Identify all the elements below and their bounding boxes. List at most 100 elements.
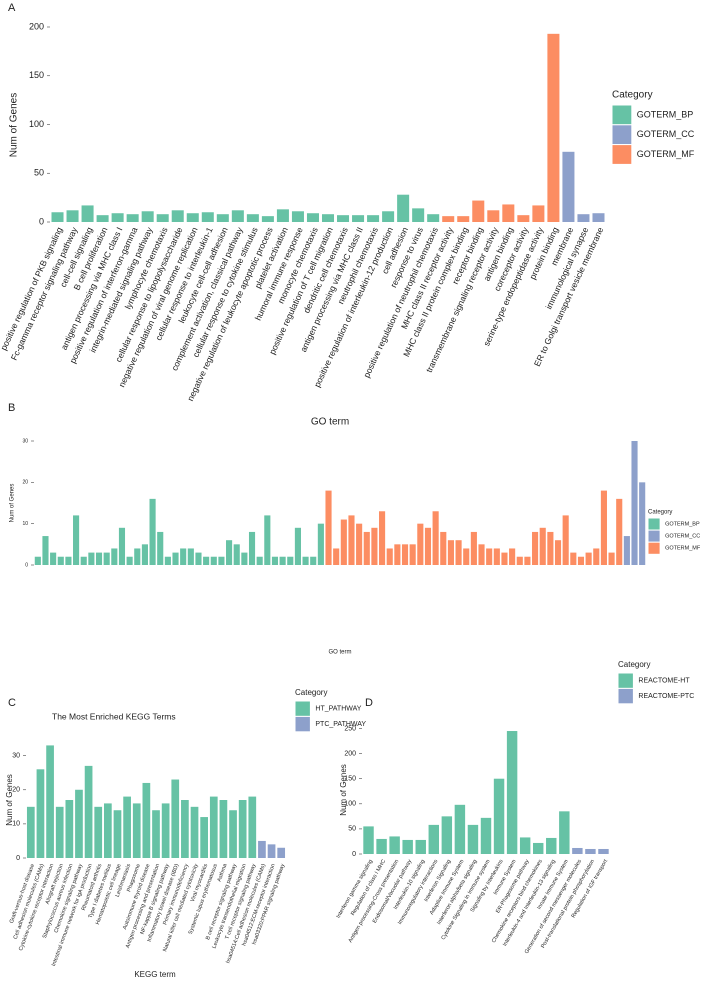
bar: [442, 216, 455, 222]
bar: [501, 552, 508, 565]
bar: [310, 556, 317, 565]
bar: [51, 212, 64, 222]
bar: [516, 556, 523, 565]
bar: [539, 527, 546, 565]
bar: [559, 811, 570, 854]
bar: [57, 556, 64, 565]
bar: [81, 205, 94, 222]
bar: [493, 778, 505, 854]
y-tick-label: 0: [16, 855, 20, 862]
bar: [187, 548, 194, 565]
bar: [294, 527, 301, 565]
bar: [66, 210, 79, 222]
bar: [585, 848, 596, 854]
bar: [608, 552, 615, 565]
legend-label: PTC_PATHWAY: [315, 721, 366, 728]
bar: [441, 816, 453, 854]
bar: [26, 806, 35, 858]
bar: [96, 215, 109, 222]
legend-label: HT_PATHWAY: [315, 706, 361, 713]
bar: [363, 531, 370, 565]
y-tick-label: 200: [344, 750, 356, 757]
legend-key: [611, 104, 633, 126]
bar: [371, 527, 378, 565]
bar: [34, 556, 41, 565]
bar: [256, 556, 263, 565]
legend-key: [647, 529, 661, 543]
bar: [161, 803, 170, 858]
y-tick-label: 10: [12, 821, 20, 828]
bar: [104, 803, 112, 858]
legend-label: REACTOME-PTC: [638, 693, 694, 700]
legend-key: [647, 517, 661, 531]
bar: [352, 215, 365, 222]
bar: [486, 548, 493, 565]
bar: [409, 544, 416, 565]
bar: [42, 536, 49, 565]
bar: [470, 531, 477, 565]
panel-label: A: [8, 2, 16, 14]
bar: [367, 215, 380, 222]
bar: [397, 194, 410, 222]
y-tick-label: 10: [22, 521, 28, 527]
bar: [264, 515, 271, 565]
x-axis-label: GO term: [311, 417, 349, 428]
y-tick-label: 0: [39, 216, 44, 226]
bar: [562, 151, 575, 222]
bar: [123, 796, 131, 858]
bar: [73, 515, 80, 565]
bar: [200, 817, 208, 858]
bar: [317, 523, 324, 565]
bar: [103, 552, 110, 565]
y-tick-label: 20: [22, 480, 28, 486]
legend-label: GOTERM_MF: [665, 546, 701, 552]
bar: [592, 213, 605, 222]
y-tick-label: 30: [22, 438, 28, 444]
bar: [210, 556, 217, 565]
bar: [546, 837, 557, 854]
bar: [276, 209, 289, 222]
bar: [203, 556, 210, 565]
bar: [186, 213, 199, 222]
bar: [440, 531, 447, 565]
bar: [639, 482, 646, 565]
bar: [333, 548, 340, 565]
x-axis-label: KEGG term: [134, 970, 176, 979]
bar: [156, 214, 169, 222]
y-tick-label: 150: [344, 776, 356, 783]
bar: [547, 33, 560, 223]
bar: [141, 544, 148, 565]
y-axis-label: Num of Genes: [10, 484, 16, 523]
legend-title: Category: [612, 90, 653, 101]
bar: [218, 556, 225, 565]
bar: [487, 210, 500, 222]
x-tick-label: positive regulation of PKB signaling: [0, 225, 64, 352]
legend-label: GOTERM_MF: [637, 149, 695, 159]
legend-key: [294, 700, 311, 717]
bar: [412, 208, 425, 222]
y-axis-label: Num of Genes: [9, 93, 20, 157]
bar: [631, 441, 638, 565]
y-tick-label: 50: [34, 168, 44, 178]
panel-label: D: [365, 697, 373, 709]
y-tick-label: 30: [12, 752, 20, 759]
bar: [134, 548, 141, 565]
y-axis-label: Num of Genes: [339, 764, 348, 816]
bar: [547, 531, 554, 565]
bar: [157, 531, 164, 565]
bar: [88, 552, 95, 565]
bar: [532, 205, 545, 222]
bar: [616, 498, 623, 565]
bar: [340, 519, 347, 565]
panel-label: C: [8, 697, 16, 709]
bar: [509, 548, 516, 565]
bar: [132, 803, 141, 858]
legend-key: [617, 672, 634, 689]
bar: [231, 210, 244, 222]
y-tick-label: 0: [25, 562, 28, 568]
bar: [401, 544, 409, 565]
bar: [394, 544, 401, 565]
bar: [126, 556, 133, 565]
bar: [209, 796, 218, 858]
